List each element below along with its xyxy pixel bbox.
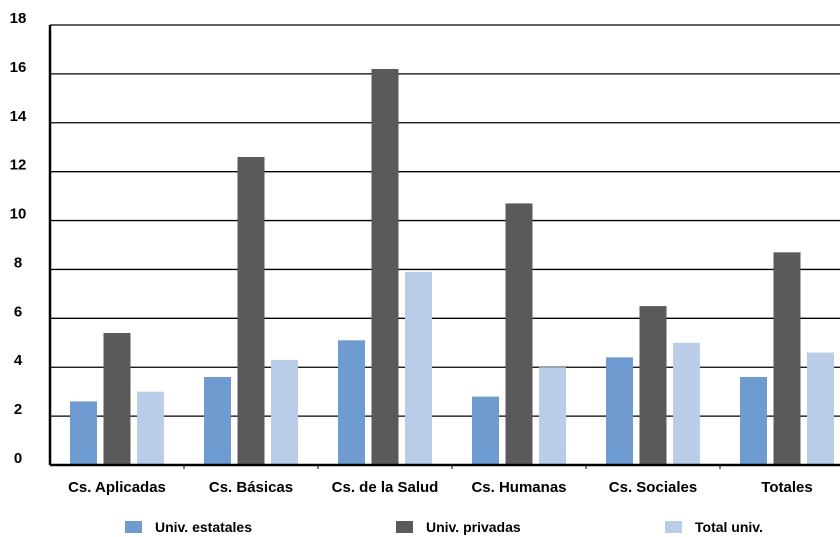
bar (606, 357, 633, 465)
bar (204, 377, 231, 465)
x-tick-label: Cs. de la Salud (332, 479, 439, 496)
y-tick-label: 14 (10, 108, 27, 125)
bar (271, 359, 298, 465)
bar (371, 69, 399, 465)
x-tick-label: Cs. Aplicadas (68, 479, 166, 496)
bar (338, 340, 365, 465)
bars-layer (70, 69, 834, 465)
legend-swatch (396, 521, 413, 533)
y-tick-label: 6 (14, 303, 22, 320)
y-tick-label: 8 (14, 254, 22, 271)
grid-layer (50, 24, 840, 417)
bar (103, 333, 131, 465)
axis-layer: 18 16 14 12 10 8 6 4 2 0 Cs. Aplicadas Cs. Básicas C… (10, 10, 840, 496)
bar (237, 157, 265, 465)
y-tick-label: 10 (10, 206, 27, 223)
y-tick-label: 0 (14, 450, 22, 467)
legend-label: Total univ. (695, 519, 763, 535)
y-tick-label: 16 (10, 59, 27, 76)
bar (70, 401, 97, 465)
bar (405, 271, 432, 465)
y-tick-label: 2 (14, 401, 22, 418)
bar (639, 306, 667, 465)
bar (539, 367, 566, 465)
y-tick-label: 12 (10, 157, 27, 174)
x-tick-label: Cs. Sociales (609, 479, 697, 496)
bar (740, 377, 767, 465)
legend: Univ. estatales Univ. privadas Total univ. (125, 519, 763, 535)
y-tick-label: 4 (14, 352, 23, 369)
bar (472, 396, 499, 465)
legend-label: Univ. privadas (426, 519, 521, 535)
legend-label: Univ. estatales (155, 519, 252, 535)
x-tick-label: Cs. Humanas (471, 479, 566, 496)
bar (673, 342, 700, 465)
bar (137, 391, 164, 465)
bar (807, 352, 834, 465)
legend-swatch (665, 521, 682, 533)
bar (773, 252, 801, 465)
bar (505, 203, 533, 465)
y-tick-label: 18 (10, 10, 27, 27)
legend-swatch (125, 521, 142, 533)
x-tick-label: Totales (761, 479, 812, 496)
x-tick-label: Cs. Básicas (209, 479, 293, 496)
